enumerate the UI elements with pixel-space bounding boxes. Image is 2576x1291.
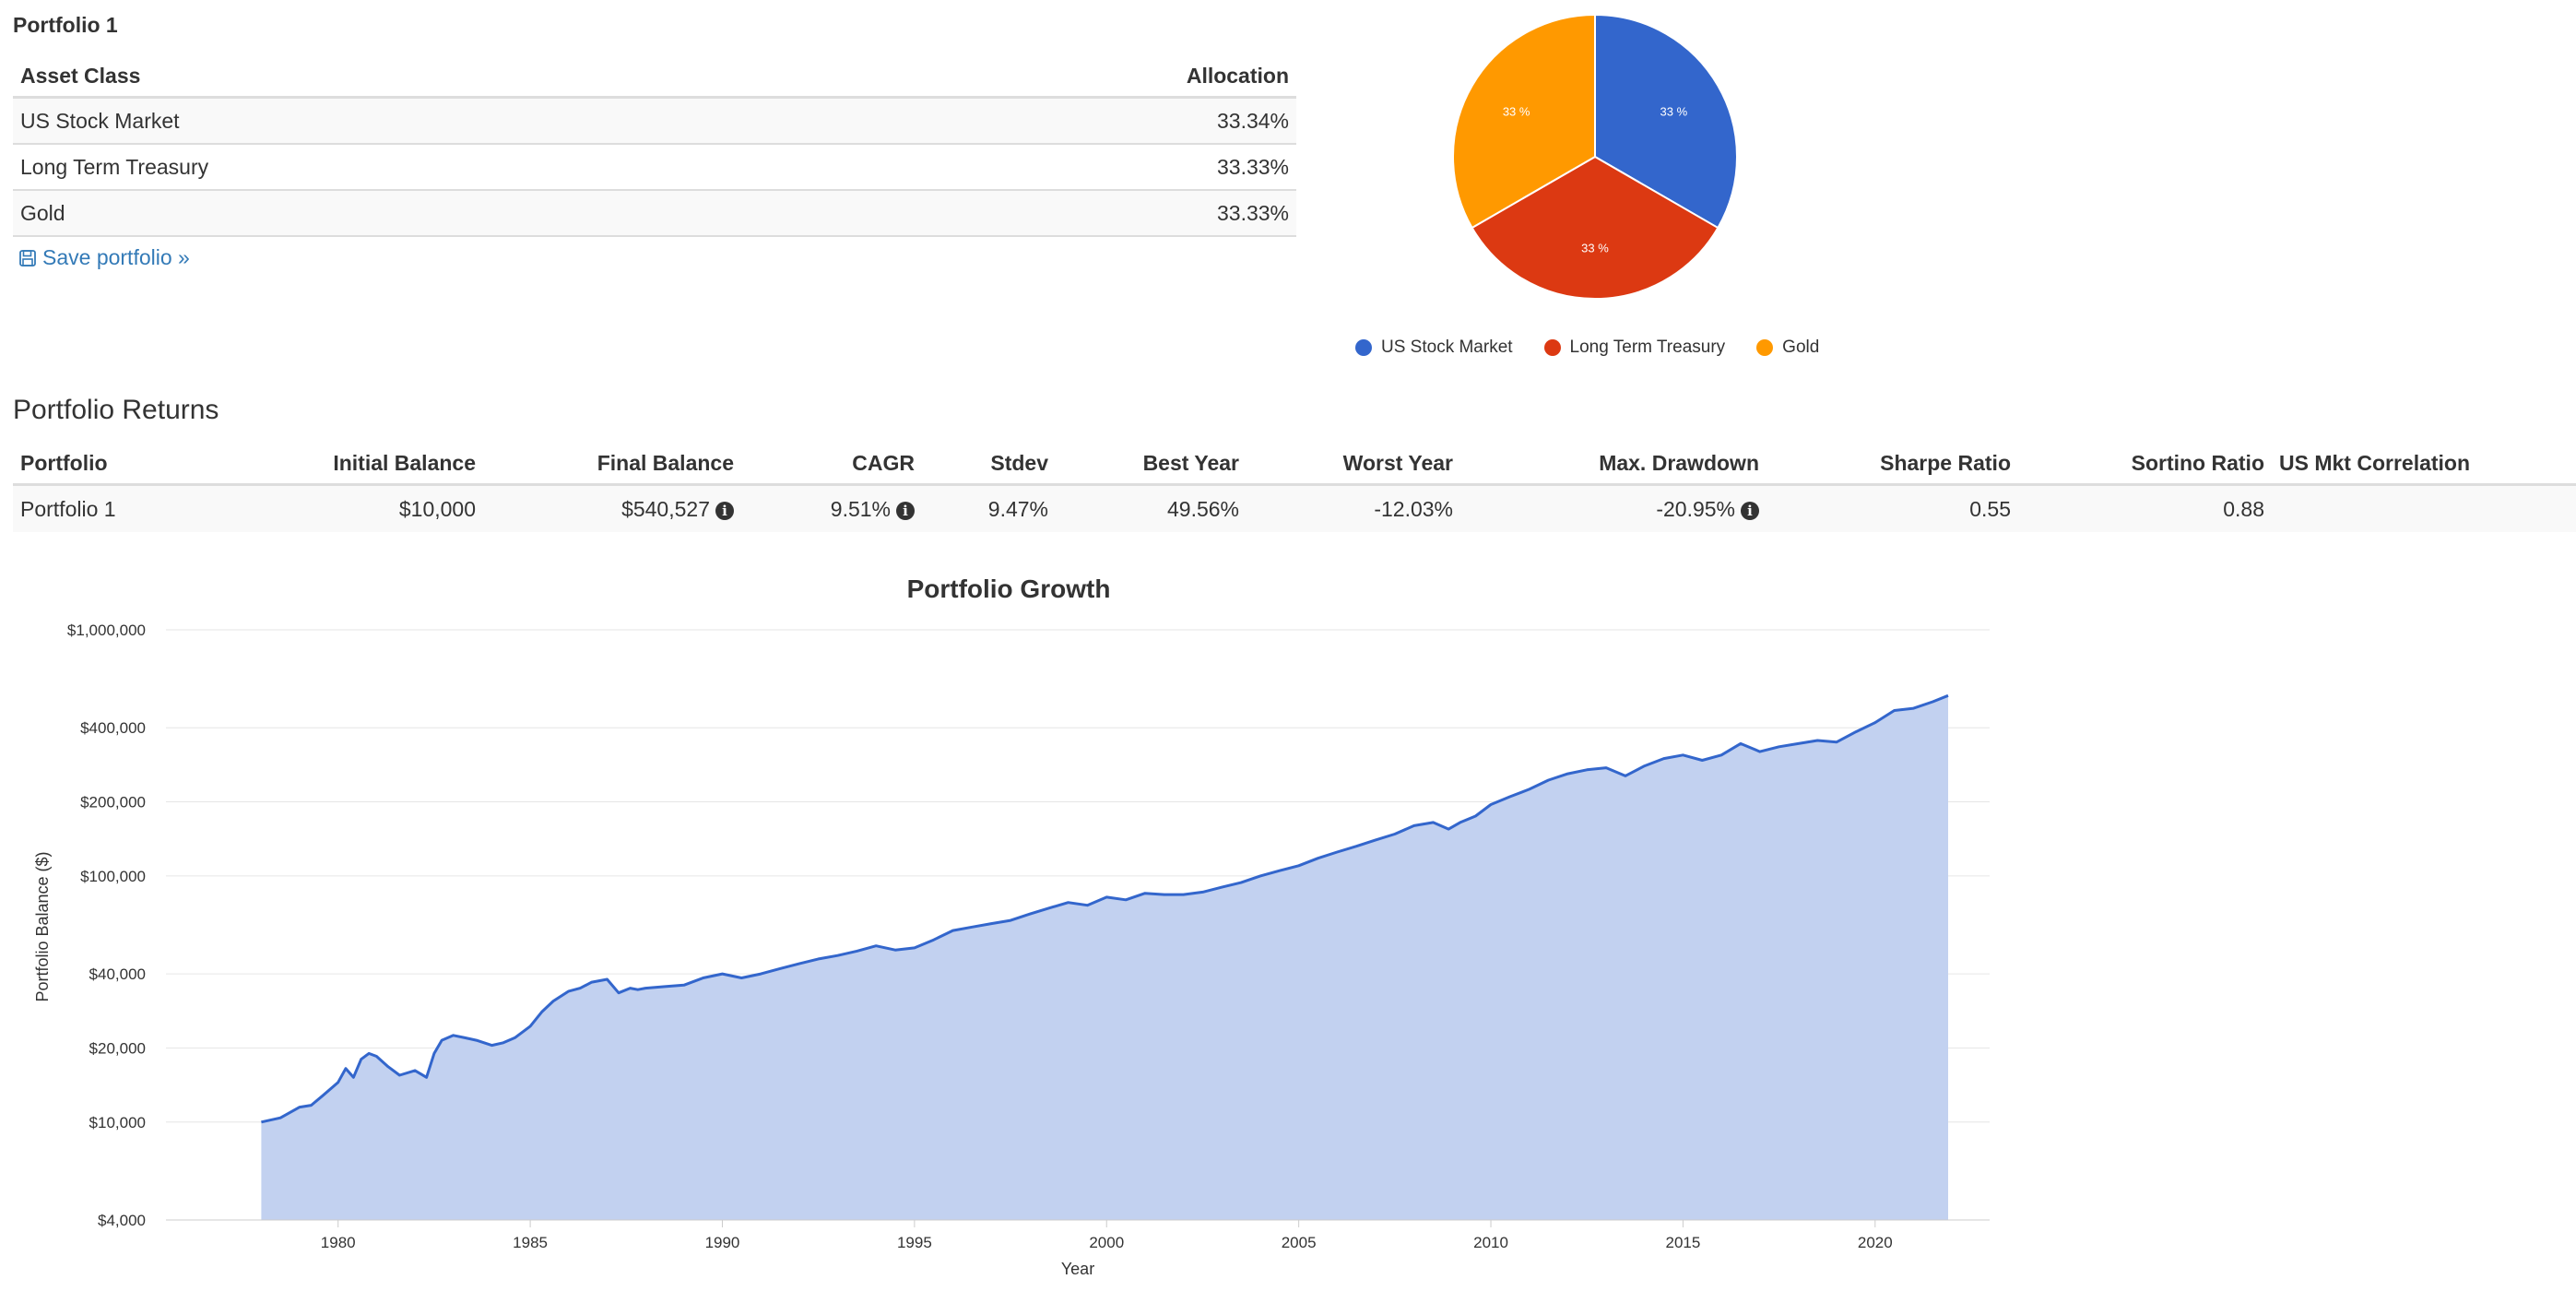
pie-slice-label: 33 % — [1503, 105, 1530, 119]
returns-table: Portfolio Initial Balance Final Balance … — [13, 443, 2576, 532]
chart-title: Portfolio Growth — [907, 574, 1111, 603]
max-drawdown-value: -20.95% — [1656, 496, 1735, 521]
pie-legend: US Stock Market Long Term Treasury Gold — [1355, 338, 1819, 358]
final-balance-value: $540,527 — [621, 496, 710, 521]
allocation-header: Allocation — [826, 55, 1296, 99]
legend-label: Long Term Treasury — [1569, 338, 1726, 357]
y-axis-label: Portfolio Balance ($) — [33, 851, 52, 1001]
col-max-drawdown: Max. Drawdown — [1460, 443, 1767, 486]
asset-allocation: 33.33% — [826, 190, 1296, 237]
cell-sharpe-ratio: 0.55 — [1767, 484, 2018, 532]
returns-header-row: Portfolio Initial Balance Final Balance … — [13, 443, 2576, 486]
asset-name: Gold — [13, 190, 827, 237]
y-tick-label: $20,000 — [89, 1039, 146, 1057]
table-row: Gold 33.33% — [13, 190, 1296, 237]
cell-cagr: 9.51% i — [741, 484, 922, 532]
asset-allocation: 33.34% — [826, 97, 1296, 145]
asset-name: Long Term Treasury — [13, 144, 827, 191]
legend-label: US Stock Market — [1381, 338, 1513, 357]
x-tick-label: 1985 — [513, 1234, 548, 1251]
col-final-balance: Final Balance — [483, 443, 741, 486]
info-icon[interactable]: i — [896, 501, 915, 520]
col-cagr: CAGR — [741, 443, 922, 486]
allocation-header-row: Asset Class Allocation — [13, 55, 1296, 99]
col-initial-balance: Initial Balance — [234, 443, 483, 486]
x-tick-label: 2015 — [1666, 1234, 1701, 1251]
pie-slice-label: 33 % — [1581, 242, 1609, 255]
save-portfolio-link[interactable]: Save portfolio » — [18, 245, 190, 270]
col-sharpe-ratio: Sharpe Ratio — [1767, 443, 2018, 486]
cell-portfolio: Portfolio 1 — [13, 484, 234, 532]
asset-allocation: 33.33% — [826, 144, 1296, 191]
asset-class-header: Asset Class — [13, 55, 827, 99]
y-tick-label: $200,000 — [80, 794, 146, 811]
cell-us-mkt-correlation — [2272, 484, 2576, 532]
col-us-mkt-correlation: US Mkt Correlation — [2272, 443, 2576, 486]
allocation-table: Asset Class Allocation US Stock Market 3… — [13, 55, 1296, 237]
y-tick-label: $4,000 — [98, 1212, 146, 1229]
x-tick-label: 1980 — [321, 1234, 356, 1251]
col-portfolio: Portfolio — [13, 443, 234, 486]
col-sortino-ratio: Sortino Ratio — [2018, 443, 2272, 486]
table-row: Long Term Treasury 33.33% — [13, 144, 1296, 191]
legend-label: Gold — [1782, 338, 1820, 357]
cell-best-year: 49.56% — [1056, 484, 1247, 532]
save-portfolio-label: Save portfolio » — [42, 245, 190, 269]
x-tick-label: 2020 — [1858, 1234, 1893, 1251]
portfolio-title: Portfolio 1 — [13, 13, 118, 37]
returns-title: Portfolio Returns — [13, 395, 219, 425]
x-tick-label: 2000 — [1089, 1234, 1124, 1251]
y-tick-label: $10,000 — [89, 1114, 146, 1131]
legend-item-us-stock-market[interactable]: US Stock Market — [1355, 338, 1513, 358]
portfolio-growth-chart: Portfolio Growth Portfolio Balance ($) Y… — [33, 574, 1990, 1278]
legend-dot-icon — [1355, 339, 1372, 356]
x-tick-label: 1990 — [705, 1234, 740, 1251]
legend-dot-icon — [1756, 339, 1774, 356]
asset-name: US Stock Market — [13, 97, 827, 145]
cell-max-drawdown: -20.95% i — [1460, 484, 1767, 532]
info-icon[interactable]: i — [715, 501, 734, 520]
cell-worst-year: -12.03% — [1247, 484, 1460, 532]
table-row: Portfolio 1 $10,000 $540,527 i 9.51% i 9.4… — [13, 484, 2576, 532]
table-row: US Stock Market 33.34% — [13, 97, 1296, 145]
y-tick-label: $40,000 — [89, 965, 146, 983]
y-tick-label: $1,000,000 — [67, 622, 146, 639]
col-stdev: Stdev — [922, 443, 1056, 486]
x-tick-label: 1995 — [897, 1234, 932, 1251]
pie-slice-us-stock-market[interactable] — [1594, 13, 1738, 230]
pie-slice-label: 33 % — [1660, 105, 1688, 119]
cagr-value: 9.51% — [830, 496, 891, 521]
info-icon[interactable]: i — [1741, 501, 1759, 520]
y-tick-label: $400,000 — [80, 719, 146, 737]
pie-slice-gold[interactable] — [1452, 13, 1596, 230]
cell-sortino-ratio: 0.88 — [2018, 484, 2272, 532]
floppy-disk-icon — [19, 249, 36, 266]
x-tick-label: 2005 — [1282, 1234, 1317, 1251]
allocation-pie-chart: 33 % 33 % 33 % — [1452, 13, 1738, 300]
legend-dot-icon — [1543, 339, 1561, 356]
growth-line[interactable] — [261, 693, 1949, 1124]
growth-area — [261, 695, 1948, 1220]
legend-item-gold[interactable]: Gold — [1756, 338, 1819, 358]
y-tick-label: $100,000 — [80, 868, 146, 885]
cell-final-balance: $540,527 i — [483, 484, 741, 532]
x-axis-label: Year — [1061, 1260, 1094, 1278]
col-best-year: Best Year — [1056, 443, 1247, 486]
cell-initial-balance: $10,000 — [234, 484, 483, 532]
x-tick-label: 2010 — [1473, 1234, 1508, 1251]
legend-item-long-term-treasury[interactable]: Long Term Treasury — [1543, 338, 1726, 358]
cell-stdev: 9.47% — [922, 484, 1056, 532]
col-worst-year: Worst Year — [1247, 443, 1460, 486]
